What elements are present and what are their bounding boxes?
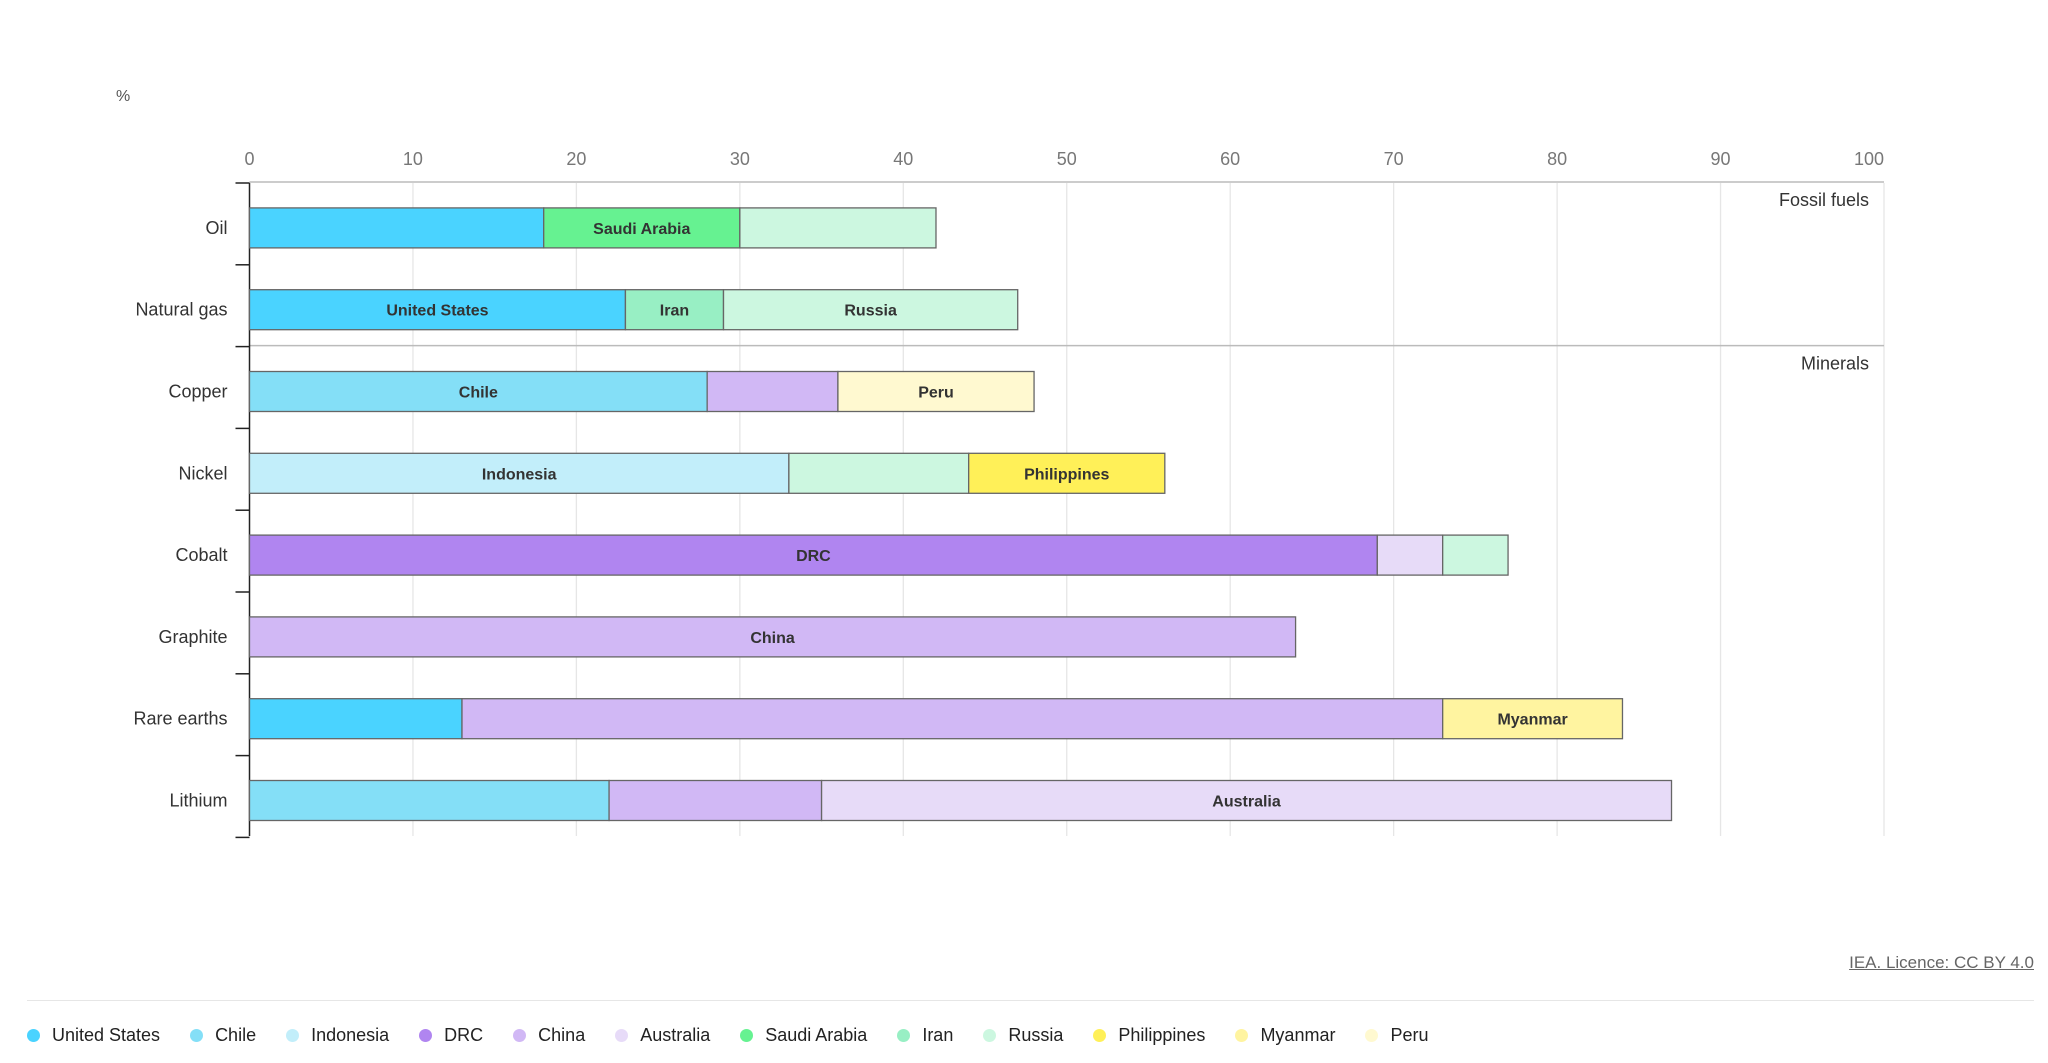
licence-link[interactable]: IEA. Licence: CC BY 4.0 xyxy=(1849,953,2034,972)
legend-dot-icon xyxy=(1235,1029,1249,1042)
category-label: Oil xyxy=(206,218,228,238)
bar-segment-iran xyxy=(624,289,725,331)
legend-label: Myanmar xyxy=(1260,1025,1336,1045)
legend-dot-icon xyxy=(615,1029,629,1042)
x-tick-label: 40 xyxy=(893,149,913,169)
legend-label: United States xyxy=(52,1025,161,1045)
bar-segment-russia xyxy=(739,207,937,249)
x-tick-label: 100 xyxy=(1854,149,1884,169)
unit-label: % xyxy=(116,88,131,105)
legend-item[interactable]: Saudi Arabia xyxy=(740,1025,867,1046)
legend-item[interactable]: Australia xyxy=(615,1025,710,1046)
x-tick-label: 10 xyxy=(403,149,423,169)
legend-dot-icon xyxy=(983,1029,997,1042)
bar-segment-united-states xyxy=(248,289,627,331)
legend-label: Russia xyxy=(1008,1025,1064,1045)
bar-label: Russia xyxy=(844,303,897,320)
bar-segment-china xyxy=(608,779,823,822)
legend-label: Indonesia xyxy=(311,1025,390,1045)
legend-item[interactable]: United States xyxy=(27,1025,160,1046)
category-label: Copper xyxy=(168,382,227,402)
legend-label: Australia xyxy=(640,1025,711,1045)
bar-segment-chile xyxy=(248,370,708,413)
bar-segment-china xyxy=(706,370,839,413)
bar-segment-russia xyxy=(1442,534,1509,576)
bar-label: Saudi Arabia xyxy=(593,221,690,238)
bar-label: China xyxy=(750,630,795,647)
divider xyxy=(27,1000,2034,1001)
legend-label: China xyxy=(538,1025,586,1045)
x-tick-label: 30 xyxy=(730,149,750,169)
x-tick-label: 60 xyxy=(1220,149,1240,169)
x-tick-label: 70 xyxy=(1384,149,1404,169)
category-label: Natural gas xyxy=(135,300,227,320)
bar-label: United States xyxy=(386,303,488,320)
legend-dot-icon xyxy=(1365,1029,1379,1042)
bar-segment-united-states xyxy=(248,207,545,249)
legend: United States Chile Indonesia DRC China Austr… xyxy=(27,1025,1428,1046)
bar-label: Peru xyxy=(918,385,954,402)
category-label: Nickel xyxy=(178,463,227,483)
bar-label: Iran xyxy=(660,303,689,320)
legend-dot-icon xyxy=(190,1029,204,1042)
legend-label: Saudi Arabia xyxy=(765,1025,868,1045)
bar-segment-chile xyxy=(248,779,610,822)
category-label: Cobalt xyxy=(175,545,227,565)
legend-dot-icon xyxy=(513,1029,527,1042)
legend-item[interactable]: Myanmar xyxy=(1235,1025,1335,1046)
bar-segment-indonesia xyxy=(248,452,790,494)
legend-item[interactable]: Indonesia xyxy=(286,1025,389,1046)
legend-item[interactable]: Chile xyxy=(190,1025,256,1046)
legend-item[interactable]: Peru xyxy=(1365,1025,1428,1046)
legend-item[interactable]: Iran xyxy=(897,1025,953,1046)
bar-segment-saudi-arabia xyxy=(543,207,741,249)
legend-label: Philippines xyxy=(1118,1025,1206,1045)
bar-label: Myanmar xyxy=(1497,712,1567,729)
bar-segment-united-states xyxy=(248,698,463,740)
bar-label: Indonesia xyxy=(482,466,557,483)
bar-segment-australia xyxy=(1376,534,1444,576)
legend-item[interactable]: China xyxy=(513,1025,585,1046)
bar-segment-russia xyxy=(788,452,970,494)
group-label: Minerals xyxy=(1801,354,1869,374)
legend-label: Chile xyxy=(215,1025,257,1045)
bar-label: Australia xyxy=(1212,794,1281,811)
category-label: Graphite xyxy=(158,627,227,647)
legend-label: Iran xyxy=(922,1025,954,1045)
legend-label: Peru xyxy=(1390,1025,1429,1045)
legend-dot-icon xyxy=(897,1029,911,1042)
bar-segment-china xyxy=(248,616,1297,658)
legend-item[interactable]: Russia xyxy=(983,1025,1063,1046)
bar-label: DRC xyxy=(796,548,831,565)
bar-segment-russia xyxy=(722,289,1019,331)
group-label: Fossil fuels xyxy=(1779,190,1869,210)
legend-item[interactable]: Philippines xyxy=(1093,1025,1205,1046)
x-tick-label: 20 xyxy=(566,149,586,169)
bar-label: Chile xyxy=(459,385,498,402)
bar-segment-peru xyxy=(837,370,1035,413)
legend-label: DRC xyxy=(444,1025,484,1045)
bar-segment-australia xyxy=(820,779,1673,822)
legend-dot-icon xyxy=(1093,1029,1107,1042)
category-label: Rare earths xyxy=(133,709,227,729)
x-tick-label: 0 xyxy=(244,149,254,169)
legend-dot-icon xyxy=(419,1029,433,1042)
x-tick-label: 80 xyxy=(1547,149,1567,169)
legend-dot-icon xyxy=(286,1029,300,1042)
bar-segment-myanmar xyxy=(1442,698,1624,740)
category-label: Lithium xyxy=(169,791,227,811)
bar-label: Philippines xyxy=(1024,466,1109,483)
legend-dot-icon xyxy=(740,1029,754,1042)
x-tick-label: 90 xyxy=(1711,149,1731,169)
x-tick-label: 50 xyxy=(1057,149,1077,169)
bar-segment-philippines xyxy=(968,452,1166,494)
legend-item[interactable]: DRC xyxy=(419,1025,483,1046)
bar-segment-china xyxy=(461,698,1444,740)
legend-dot-icon xyxy=(27,1029,40,1042)
